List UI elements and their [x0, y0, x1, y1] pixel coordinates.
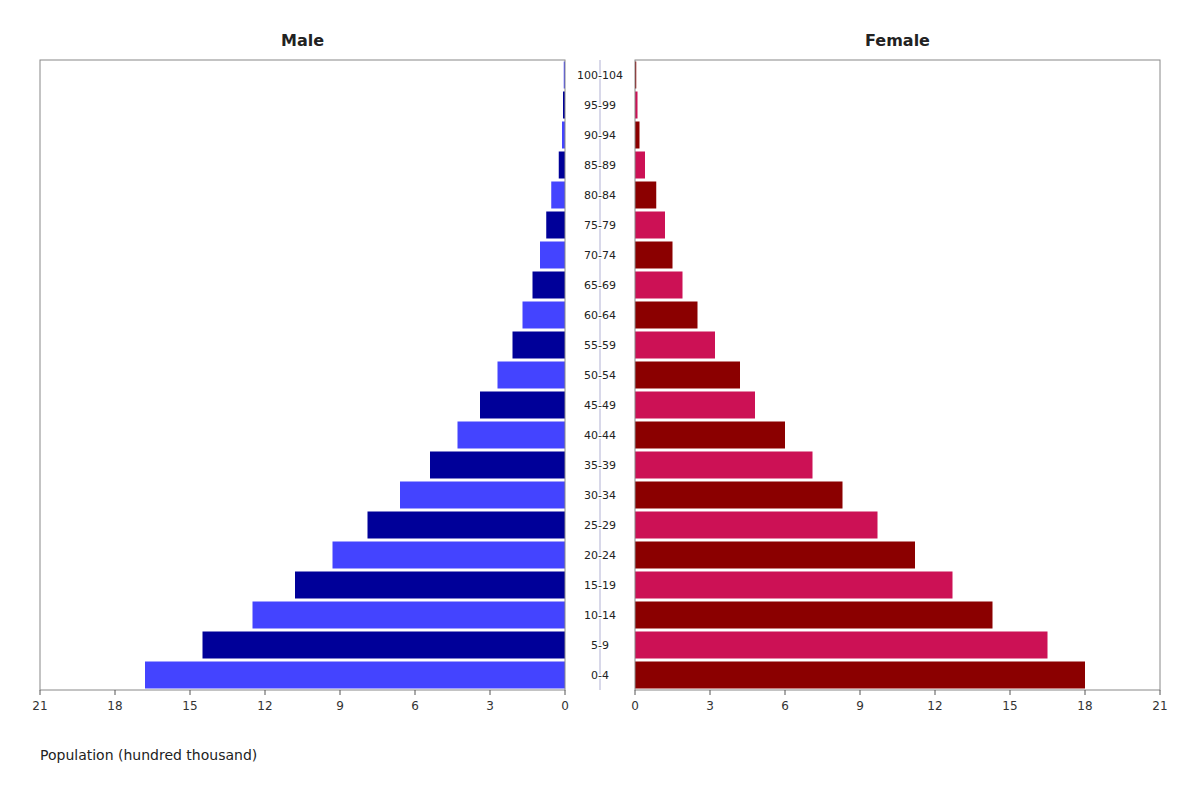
chart: 0 3 6 9 12 15 18 21 Male 0 3 6 9 12 15 18 21 Female 0-4 5-9…	[0, 0, 1200, 800]
tick-mark	[785, 690, 786, 695]
bar	[458, 422, 566, 449]
bar	[368, 512, 566, 539]
bar	[635, 392, 755, 419]
bar	[523, 302, 566, 329]
category-label: 100-104	[577, 69, 623, 82]
category-label: 50-54	[584, 369, 616, 382]
bar	[635, 242, 673, 269]
tick-mark	[415, 690, 416, 695]
bar	[295, 572, 565, 599]
bar	[253, 602, 566, 629]
tick-mark	[190, 690, 191, 695]
tick-mark	[860, 690, 861, 695]
category-label: 5-9	[591, 639, 609, 652]
tick-label: 15	[182, 699, 197, 713]
tick-label: 6	[411, 699, 419, 713]
tick-label: 12	[257, 699, 272, 713]
category-label: 20-24	[584, 549, 616, 562]
bar	[635, 332, 715, 359]
tick-label: 18	[1077, 699, 1092, 713]
category-label: 45-49	[584, 399, 616, 412]
bar	[635, 512, 878, 539]
tick-mark	[635, 690, 636, 695]
bar	[480, 392, 565, 419]
bars	[145, 62, 565, 689]
bar	[559, 152, 565, 179]
bar	[635, 152, 645, 179]
bar	[400, 482, 565, 509]
tick-label: 3	[706, 699, 714, 713]
tick-label: 15	[1002, 699, 1017, 713]
category-label: 85-89	[584, 159, 616, 172]
tick-label: 12	[927, 699, 942, 713]
tick-mark	[935, 690, 936, 695]
bar	[635, 602, 993, 629]
category-label: 30-34	[584, 489, 616, 502]
bar	[203, 632, 566, 659]
plot-frame	[635, 60, 1160, 690]
category-label: 95-99	[584, 99, 616, 112]
tick-label: 0	[561, 699, 569, 713]
category-label: 70-74	[584, 249, 616, 262]
plot-frame	[40, 60, 565, 690]
bar	[635, 182, 656, 209]
bar	[635, 632, 1048, 659]
tick-mark	[115, 690, 116, 695]
category-label: 0-4	[591, 669, 609, 682]
category-label: 55-59	[584, 339, 616, 352]
bar	[145, 662, 565, 689]
bar	[635, 662, 1085, 689]
panel-title: Female	[865, 31, 930, 50]
bars	[635, 62, 1085, 689]
panel-title: Male	[281, 31, 324, 50]
tick-mark	[1160, 690, 1161, 695]
tick-mark	[265, 690, 266, 695]
bar	[513, 332, 566, 359]
category-label: 15-19	[584, 579, 616, 592]
bar	[333, 542, 566, 569]
tick-mark	[1010, 690, 1011, 695]
category-label: 35-39	[584, 459, 616, 472]
axis-label: Population (hundred thousand)	[40, 747, 257, 763]
bar	[635, 422, 785, 449]
tick-label: 6	[781, 699, 789, 713]
bar	[551, 182, 565, 209]
category-label: 75-79	[584, 219, 616, 232]
tick-mark	[40, 690, 41, 695]
bar	[498, 362, 566, 389]
category-label: 25-29	[584, 519, 616, 532]
tick-mark	[490, 690, 491, 695]
bar	[635, 482, 843, 509]
tick-label: 0	[631, 699, 639, 713]
tick-mark	[710, 690, 711, 695]
tick-mark	[1085, 690, 1086, 695]
category-label: 40-44	[584, 429, 616, 442]
tick-label: 3	[486, 699, 494, 713]
bar	[540, 242, 565, 269]
bar	[635, 302, 698, 329]
bar	[635, 572, 953, 599]
tick-label: 21	[32, 699, 47, 713]
category-label: 80-84	[584, 189, 616, 202]
bar	[635, 212, 665, 239]
category-label: 65-69	[584, 279, 616, 292]
bar	[635, 272, 683, 299]
tick-label: 9	[336, 699, 344, 713]
bar	[635, 542, 915, 569]
category-label: 10-14	[584, 609, 616, 622]
tick-label: 21	[1152, 699, 1167, 713]
tick-mark	[565, 690, 566, 695]
tick-label: 9	[856, 699, 864, 713]
bar	[430, 452, 565, 479]
bar	[546, 212, 565, 239]
bar	[635, 362, 740, 389]
category-label: 60-64	[584, 309, 616, 322]
bar	[635, 122, 640, 149]
bar	[533, 272, 566, 299]
category-label: 90-94	[584, 129, 616, 142]
tick-label: 18	[107, 699, 122, 713]
tick-mark	[340, 690, 341, 695]
bar	[635, 452, 813, 479]
